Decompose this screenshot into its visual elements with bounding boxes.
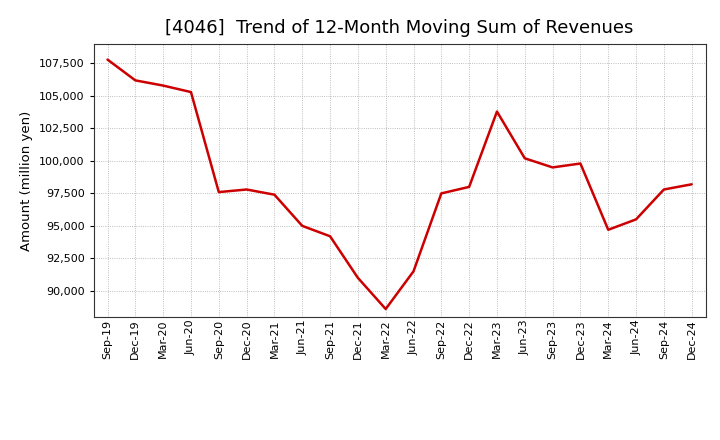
Title: [4046]  Trend of 12-Month Moving Sum of Revenues: [4046] Trend of 12-Month Moving Sum of R… bbox=[166, 19, 634, 37]
Y-axis label: Amount (million yen): Amount (million yen) bbox=[20, 110, 33, 250]
